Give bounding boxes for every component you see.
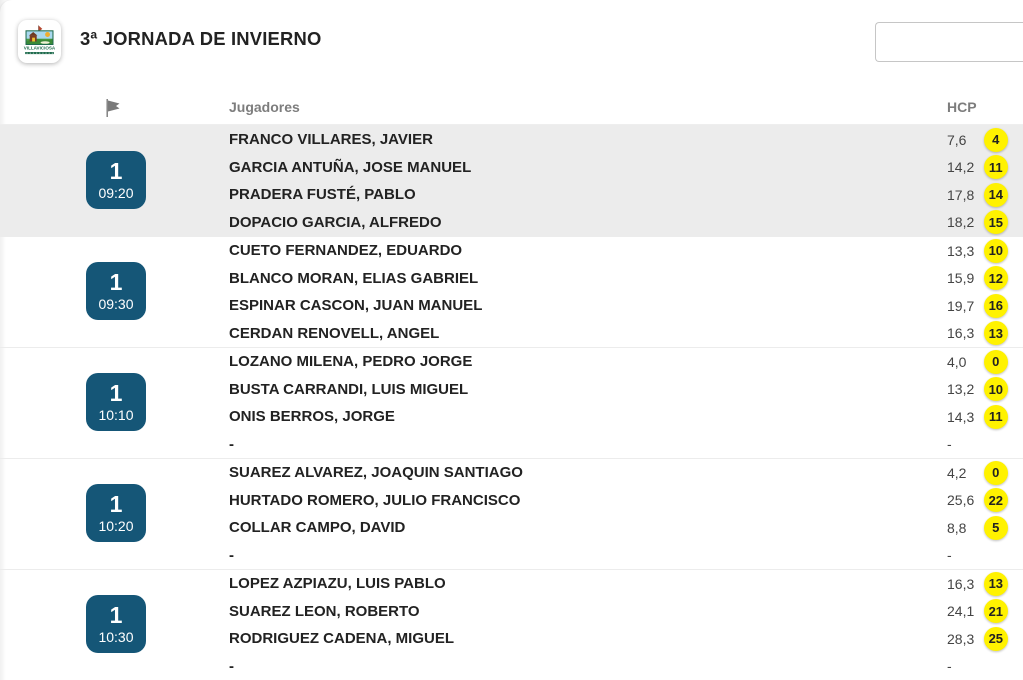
- svg-text:VILLAVICIOSA: VILLAVICIOSA: [24, 46, 56, 51]
